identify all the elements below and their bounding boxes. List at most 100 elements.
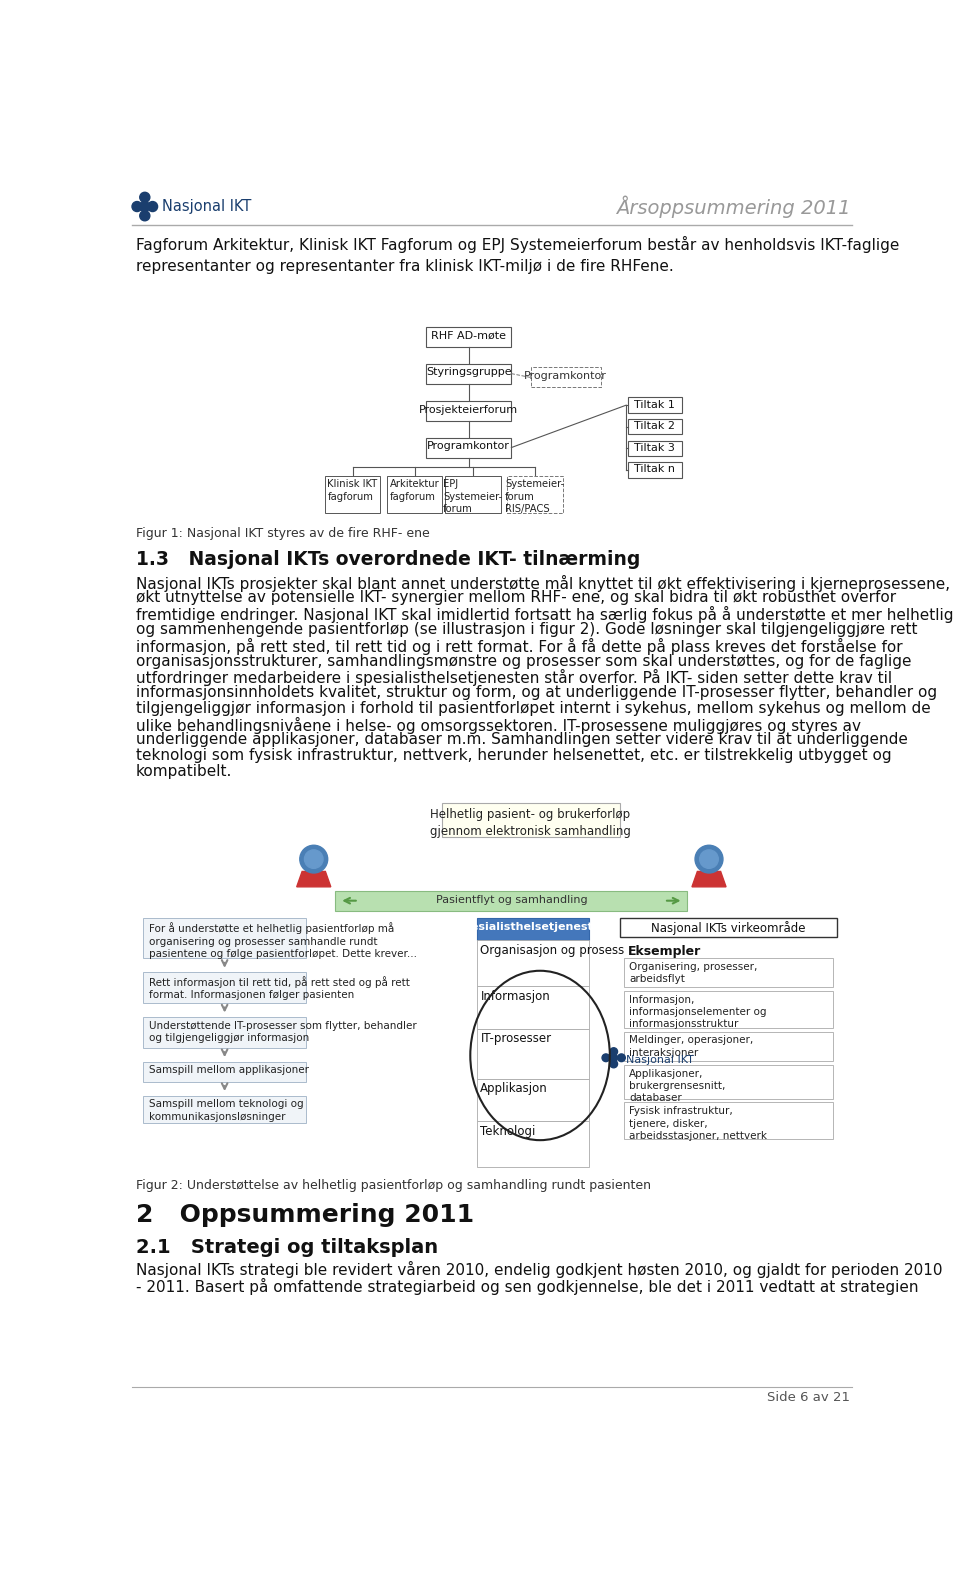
Text: og sammenhengende pasientforløp (se illustrasjon i figur 2). Gode løsninger skal: og sammenhengende pasientforløp (se illu… xyxy=(135,623,917,637)
Text: 2.1   Strategi og tiltaksplan: 2.1 Strategi og tiltaksplan xyxy=(135,1239,438,1258)
Text: IT-prosesser: IT-prosesser xyxy=(480,1032,551,1046)
Text: Styringsgruppe: Styringsgruppe xyxy=(426,368,512,378)
Polygon shape xyxy=(297,872,331,886)
FancyBboxPatch shape xyxy=(476,986,588,1029)
FancyBboxPatch shape xyxy=(426,401,512,422)
FancyBboxPatch shape xyxy=(143,918,306,959)
Text: Systemeier-
forum
RIS/PACS: Systemeier- forum RIS/PACS xyxy=(505,479,564,514)
Text: Informasjon,
informasjonselementer og
informasjonsstruktur: Informasjon, informasjonselementer og in… xyxy=(629,995,767,1030)
FancyBboxPatch shape xyxy=(143,1062,306,1082)
Text: Rett informasjon til rett tid, på rett sted og på rett
format. Informasjonen føl: Rett informasjon til rett tid, på rett s… xyxy=(150,976,410,1000)
FancyBboxPatch shape xyxy=(143,972,306,1003)
Text: Fagforum Arkitektur, Klinisk IKT Fagforum og EPJ Systemeierforum består av henho: Fagforum Arkitektur, Klinisk IKT Fagforu… xyxy=(135,235,899,275)
FancyBboxPatch shape xyxy=(426,327,512,346)
Text: Organisasjon og prosess: Organisasjon og prosess xyxy=(480,943,625,957)
Text: Understøttende IT-prosesser som flytter, behandler
og tilgjengeliggjør informasj: Understøttende IT-prosesser som flytter,… xyxy=(150,1021,418,1043)
Text: fremtidige endringer. Nasjonal IKT skal imidlertid fortsatt ha særlig fokus på å: fremtidige endringer. Nasjonal IKT skal … xyxy=(135,607,953,623)
Circle shape xyxy=(602,1054,610,1062)
Text: informasjon, på rett sted, til rett tid og i rett format. For å få dette på plas: informasjon, på rett sted, til rett tid … xyxy=(135,638,902,654)
FancyBboxPatch shape xyxy=(531,368,601,387)
FancyBboxPatch shape xyxy=(507,476,563,514)
Text: Nasjonal IKT: Nasjonal IKT xyxy=(626,1055,694,1065)
Circle shape xyxy=(300,845,327,874)
Text: Tiltak 2: Tiltak 2 xyxy=(635,422,675,431)
Text: Nasjonal IKT: Nasjonal IKT xyxy=(162,199,252,213)
Text: tilgjengeliggjør informasjon i forhold til pasientforløpet internt i sykehus, me: tilgjengeliggjør informasjon i forhold t… xyxy=(135,702,930,716)
Text: For å understøtte et helhetlig pasientforløp må
organisering og prosesser samhan: For å understøtte et helhetlig pasientfo… xyxy=(150,923,418,959)
Text: - 2011. Basert på omfattende strategiarbeid og sen godkjennelse, ble det i 2011 : - 2011. Basert på omfattende strategiarb… xyxy=(135,1278,918,1296)
Polygon shape xyxy=(692,872,726,886)
FancyBboxPatch shape xyxy=(444,476,500,514)
Text: EPJ
Systemeier-
forum: EPJ Systemeier- forum xyxy=(443,479,502,514)
Text: Nasjonal IKTs prosjekter skal blant annet understøtte mål knyttet til økt effekt: Nasjonal IKTs prosjekter skal blant anne… xyxy=(135,575,949,591)
Text: Arkitektur
fagforum: Arkitektur fagforum xyxy=(390,479,440,501)
Text: Organisering, prosesser,
arbeidsflyt: Organisering, prosesser, arbeidsflyt xyxy=(629,962,757,984)
Text: Fysisk infrastruktur,
tjenere, disker,
arbeidsstasjoner, nettverk: Fysisk infrastruktur, tjenere, disker, a… xyxy=(629,1106,767,1141)
Text: Applikasjoner,
brukergrensesnitt,
databaser: Applikasjoner, brukergrensesnitt, databa… xyxy=(629,1068,726,1103)
Circle shape xyxy=(610,1048,617,1055)
Text: organisasjonsstrukturer, samhandlingsmønstre og prosesser som skal understøttes,: organisasjonsstrukturer, samhandlingsmøn… xyxy=(135,654,911,668)
Text: Tiltak 3: Tiltak 3 xyxy=(635,442,675,453)
Text: Tiltak 1: Tiltak 1 xyxy=(635,400,675,409)
Text: teknologi som fysisk infrastruktur, nettverk, herunder helsenettet, etc. er tils: teknologi som fysisk infrastruktur, nett… xyxy=(135,749,891,763)
Text: Teknologi: Teknologi xyxy=(480,1125,536,1138)
FancyBboxPatch shape xyxy=(628,463,682,477)
FancyBboxPatch shape xyxy=(628,419,682,435)
Text: utfordringer medarbeidere i spesialisthelsetjenesten står overfor. På IKT- siden: utfordringer medarbeidere i spesialisthe… xyxy=(135,670,892,686)
Circle shape xyxy=(610,1054,617,1062)
Text: Spesialisthelsetjenesten: Spesialisthelsetjenesten xyxy=(456,923,609,932)
Text: Nasjonal IKTs strategi ble revidert våren 2010, endelig godkjent høsten 2010, og: Nasjonal IKTs strategi ble revidert våre… xyxy=(135,1261,942,1278)
Text: Prosjekteierforum: Prosjekteierforum xyxy=(420,404,518,416)
FancyBboxPatch shape xyxy=(426,363,512,384)
Text: Side 6 av 21: Side 6 av 21 xyxy=(767,1390,850,1403)
Text: Samspill mellom applikasjoner: Samspill mellom applikasjoner xyxy=(150,1065,309,1076)
Circle shape xyxy=(148,202,157,212)
Circle shape xyxy=(700,850,718,869)
Text: underliggende applikasjoner, databaser m.m. Samhandlingen setter videre krav til: underliggende applikasjoner, databaser m… xyxy=(135,733,907,747)
Text: Samspill mellom teknologi og
kommunikasjonsløsninger: Samspill mellom teknologi og kommunikasj… xyxy=(150,1100,304,1122)
Circle shape xyxy=(617,1054,625,1062)
Circle shape xyxy=(140,193,150,202)
FancyBboxPatch shape xyxy=(476,1120,588,1168)
FancyBboxPatch shape xyxy=(335,891,687,910)
FancyBboxPatch shape xyxy=(624,1065,833,1098)
Text: Nasjonal IKTs virkeområde: Nasjonal IKTs virkeområde xyxy=(651,921,805,935)
Text: RHF AD-møte: RHF AD-møte xyxy=(431,330,506,341)
FancyBboxPatch shape xyxy=(324,476,380,514)
FancyBboxPatch shape xyxy=(628,441,682,457)
Circle shape xyxy=(610,1060,617,1068)
Text: Programkontor: Programkontor xyxy=(427,441,510,452)
FancyBboxPatch shape xyxy=(624,991,833,1027)
Text: Tiltak n: Tiltak n xyxy=(635,465,675,474)
Circle shape xyxy=(695,845,723,874)
Text: Applikasjon: Applikasjon xyxy=(480,1082,548,1095)
Text: Figur 1: Nasjonal IKT styres av de fire RHF- ene: Figur 1: Nasjonal IKT styres av de fire … xyxy=(135,526,429,540)
FancyBboxPatch shape xyxy=(476,918,588,940)
FancyBboxPatch shape xyxy=(387,476,443,514)
Text: kompatibelt.: kompatibelt. xyxy=(135,765,232,779)
FancyBboxPatch shape xyxy=(476,1029,588,1079)
Text: Helhetlig pasient- og brukerforløp
gjennom elektronisk samhandling: Helhetlig pasient- og brukerforløp gjenn… xyxy=(430,807,631,837)
Text: Årsoppsummering 2011: Årsoppsummering 2011 xyxy=(615,196,850,218)
Circle shape xyxy=(140,202,150,212)
Text: Figur 2: Understøttelse av helhetlig pasientforløp og samhandling rundt pasiente: Figur 2: Understøttelse av helhetlig pas… xyxy=(135,1179,651,1191)
Text: informasjonsinnholdets kvalitet, struktur og form, og at underliggende IT-proses: informasjonsinnholdets kvalitet, struktu… xyxy=(135,686,937,700)
Circle shape xyxy=(304,850,324,869)
Text: Programkontor: Programkontor xyxy=(524,371,607,381)
FancyBboxPatch shape xyxy=(442,803,620,837)
Text: 2   Oppsummering 2011: 2 Oppsummering 2011 xyxy=(135,1204,473,1228)
FancyBboxPatch shape xyxy=(476,1079,588,1120)
FancyBboxPatch shape xyxy=(624,1103,833,1139)
Text: ulike behandlingsnivåene i helse- og omsorgssektoren. IT-prosessene muliggjøres : ulike behandlingsnivåene i helse- og oms… xyxy=(135,717,860,733)
Text: Klinisk IKT
fagforum: Klinisk IKT fagforum xyxy=(327,479,377,501)
Text: Meldinger, operasjoner,
interaksjoner: Meldinger, operasjoner, interaksjoner xyxy=(629,1035,754,1059)
Text: Pasientflyt og samhandling: Pasientflyt og samhandling xyxy=(436,894,588,904)
FancyBboxPatch shape xyxy=(624,957,833,988)
Text: 1.3   Nasjonal IKTs overordnede IKT- tilnærming: 1.3 Nasjonal IKTs overordnede IKT- tilnæ… xyxy=(135,550,640,569)
FancyBboxPatch shape xyxy=(143,1095,306,1123)
Circle shape xyxy=(132,202,142,212)
FancyBboxPatch shape xyxy=(426,438,512,458)
Text: økt utnyttelse av potensielle IKT- synergier mellom RHF- ene, og skal bidra til : økt utnyttelse av potensielle IKT- syner… xyxy=(135,591,896,605)
FancyBboxPatch shape xyxy=(628,398,682,412)
FancyBboxPatch shape xyxy=(620,918,837,937)
